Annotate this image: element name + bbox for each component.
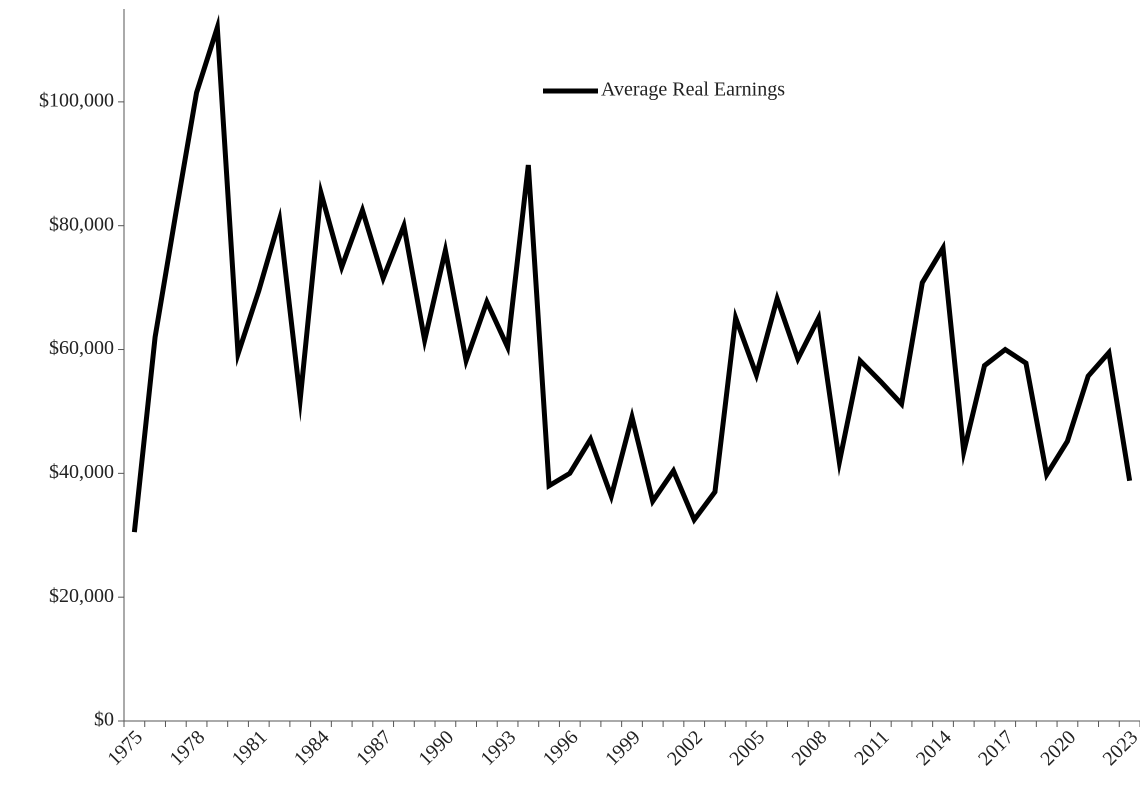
series-line xyxy=(131,14,1133,533)
y-tick-label: $60,000 xyxy=(49,337,114,359)
y-tick-label: $100,000 xyxy=(39,89,114,111)
x-tick-label: 1981 xyxy=(228,726,272,770)
y-tick-label: $40,000 xyxy=(49,461,114,483)
x-tick-label: 1984 xyxy=(290,726,334,770)
x-tick-label: 2020 xyxy=(1036,726,1080,770)
x-tick-label: 1993 xyxy=(477,726,521,770)
x-tick-label: 1978 xyxy=(166,726,210,770)
y-tick-label: $0 xyxy=(94,709,114,731)
x-tick-label: 2023 xyxy=(1099,726,1140,770)
y-tick-label: $80,000 xyxy=(49,213,114,235)
x-tick-label: 1987 xyxy=(352,726,396,770)
x-tick-label: 2008 xyxy=(788,726,832,770)
x-tick-label: 1975 xyxy=(103,726,147,770)
x-tick-label: 1996 xyxy=(539,726,583,770)
x-tick-label: 2005 xyxy=(725,726,769,770)
legend-label: Average Real Earnings xyxy=(601,79,785,101)
x-tick-label: 2002 xyxy=(663,726,707,770)
x-tick-label: 2011 xyxy=(850,726,893,769)
x-tick-label: 2014 xyxy=(912,726,956,770)
x-tick-label: 2017 xyxy=(974,726,1018,770)
x-tick-label: 1990 xyxy=(414,726,458,770)
x-tick-label: 1999 xyxy=(601,726,645,770)
y-tick-label: $20,000 xyxy=(49,585,114,607)
